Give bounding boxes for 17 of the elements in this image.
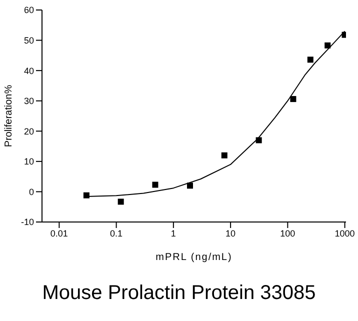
y-tick-label: 20	[24, 126, 34, 136]
y-tick-label: 30	[24, 96, 34, 106]
x-tick-label: 10	[226, 228, 236, 238]
x-tick-label: 1000	[334, 228, 355, 238]
x-tick-label: 100	[280, 228, 296, 238]
x-tick-label: 0.1	[110, 228, 123, 238]
y-tick-label: 40	[24, 66, 34, 76]
x-axis-title: mPRL (ng/mL)	[156, 252, 232, 263]
text: Mouse Prolactin Protein 33085	[41, 282, 317, 305]
y-tick-label: 50	[24, 35, 34, 46]
y-axis-title: Proliferation%	[4, 84, 15, 148]
y-tick-label: 60	[24, 5, 34, 16]
y-tick-label: -10	[20, 217, 34, 228]
x-tick-label: 0.01	[50, 228, 68, 238]
y-tick-label: 10	[24, 156, 34, 167]
x-tick-label: 1	[170, 228, 176, 238]
y-tick-label: 0	[28, 186, 34, 197]
